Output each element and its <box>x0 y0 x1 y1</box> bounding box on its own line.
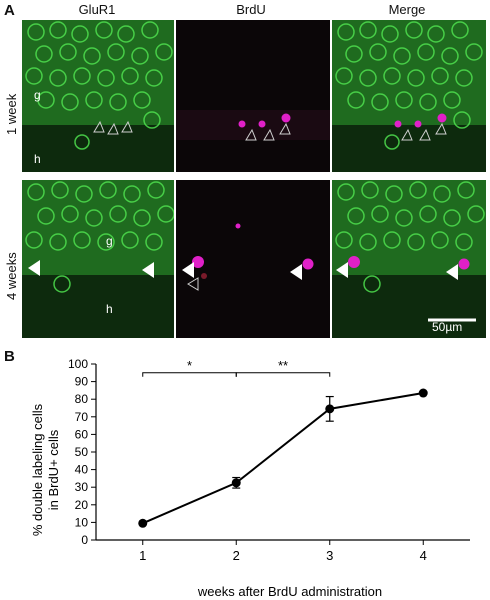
y-tick-label: 70 <box>75 410 89 424</box>
series-line <box>142 392 424 525</box>
row-header-1-week: 1 week <box>4 93 19 135</box>
data-point <box>418 388 428 398</box>
y-tick-label: 0 <box>81 533 88 547</box>
column-header-brdu: BrdU <box>236 2 266 17</box>
y-axis-label-line-1: % double labeling cells <box>30 403 45 536</box>
region-label-h-4w: h <box>106 302 113 316</box>
y-tick-label: 20 <box>75 498 89 512</box>
micrograph-glur1-1-week: g h <box>22 20 174 172</box>
region-label-g-4w: g <box>106 234 113 248</box>
data-point <box>325 404 335 414</box>
significance-label: * <box>187 358 192 373</box>
micrograph-brdu-1-week <box>176 20 330 172</box>
chart-axes <box>95 364 470 541</box>
y-axis-label-line-2: in BrdU+ cells <box>46 429 61 510</box>
x-tick-label: 2 <box>233 548 240 563</box>
micrograph-merge-1-week <box>332 20 486 172</box>
y-tick-label: 30 <box>75 480 89 494</box>
micrograph-merge-4-weeks: 50µm <box>332 180 486 338</box>
significance-bracket <box>142 372 237 377</box>
x-tick-label: 3 <box>326 548 333 563</box>
scale-bar-label: 50µm <box>432 320 463 334</box>
y-tick-label: 100 <box>68 357 88 371</box>
significance-label: ** <box>278 358 288 373</box>
significance-bracket <box>235 372 331 377</box>
data-point <box>231 478 241 488</box>
micrograph-brdu-4-weeks <box>176 180 330 338</box>
series <box>138 388 428 528</box>
y-tick-label: 80 <box>75 392 89 406</box>
region-label-g: g <box>34 88 41 102</box>
x-axis-label: weeks after BrdU administration <box>197 584 382 599</box>
y-tick-label: 40 <box>75 463 89 477</box>
x-tick-label: 4 <box>420 548 427 563</box>
column-header-merge: Merge <box>388 2 426 17</box>
data-point <box>138 518 148 528</box>
panel-a-letter: A <box>4 2 15 19</box>
y-tick-label: 90 <box>75 375 89 389</box>
x-tick-label: 1 <box>139 548 146 563</box>
column-header-glur1: GluR1 <box>78 2 116 17</box>
significance-brackets: * ** <box>142 358 331 377</box>
x-ticks: 1 2 3 4 <box>139 540 427 563</box>
panel-b-letter: B <box>4 348 15 365</box>
region-label-h: h <box>34 152 41 166</box>
y-ticks: 0 10 20 30 40 50 60 70 80 90 100 <box>68 357 96 547</box>
y-tick-label: 50 <box>75 445 89 459</box>
y-tick-label: 10 <box>75 515 89 529</box>
row-header-4-weeks: 4 weeks <box>4 252 19 300</box>
micrograph-glur1-4-weeks: g h <box>22 180 174 338</box>
y-tick-label: 60 <box>75 427 89 441</box>
